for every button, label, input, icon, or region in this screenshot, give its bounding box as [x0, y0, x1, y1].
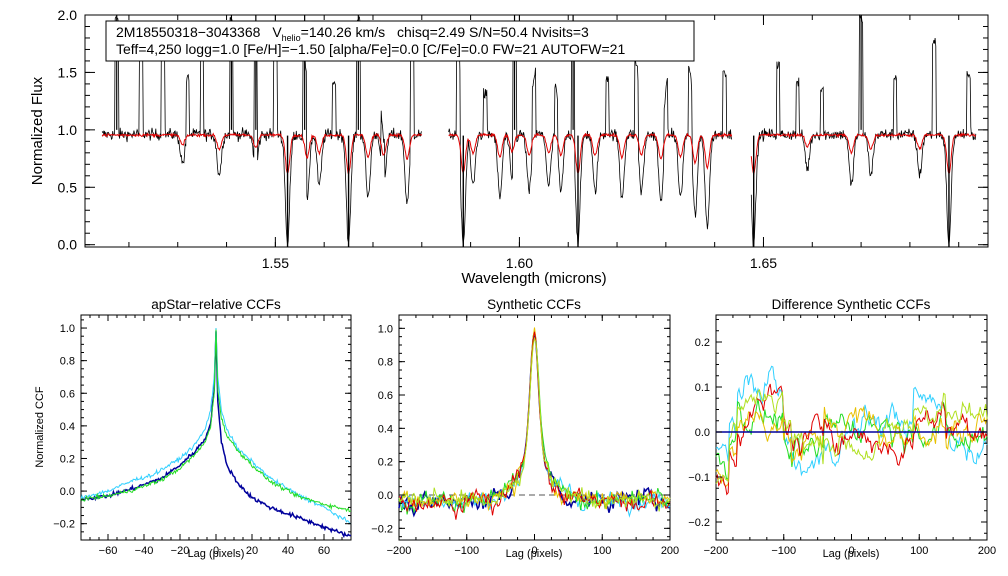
info-line-1: 2M18550318−3043368 Vhelio=140.26 km/s ch…: [116, 24, 589, 43]
synthetic-ytick-label: 0.0: [378, 490, 393, 502]
info-vhelio-subscript: helio: [282, 33, 301, 43]
apstar-ccf-visit-2: [80, 327, 352, 525]
spectrum-ytick-label: 1.5: [58, 64, 78, 80]
difference-ytick-label: −0.1: [688, 472, 710, 484]
difference-xtick-label: 200: [978, 545, 996, 557]
spectrum-ytick-label: 0.0: [58, 237, 78, 253]
info-vhelio-symbol: V: [272, 24, 282, 40]
difference-ytick-label: −0.2: [688, 517, 710, 529]
synthetic-ytick-label: −0.2: [371, 523, 393, 535]
apstar-xtick-label: 0: [213, 545, 219, 557]
synthetic-xtick-label: 200: [661, 545, 679, 557]
synthetic-ytick-label: 0.8: [378, 357, 393, 369]
apstar-xtick-label: −60: [99, 545, 118, 557]
spectrum-xlabel: Wavelength (microns): [461, 270, 606, 287]
synthetic-ccf-xlabel: Lag (pixels): [506, 548, 563, 560]
spectrum-ytick-label: 2.0: [58, 7, 78, 23]
spectrum-series-group: [101, 13, 977, 248]
apstar-ytick-label: 0.4: [60, 421, 75, 433]
synthetic-ccf-panel: Synthetic CCFs −200 −100 0 100 200 −0.2 0.0 0.2…: [371, 297, 679, 560]
synthetic-ccf-title: Synthetic CCFs: [487, 297, 581, 312]
apstar-ccf-xlabel: Lag (pixels): [188, 548, 245, 560]
spectrum-panel: 1.55 1.60 1.65 0.0 0.5 1.0 1.5 2.0 Normalized F…: [29, 7, 989, 287]
difference-xtick-label: 0: [848, 545, 854, 557]
difference-xtick-label: 100: [910, 545, 928, 557]
spectrum-ytick-label: 0.5: [58, 179, 78, 195]
apstar-xtick-label: 60: [318, 545, 330, 557]
apstar-xtick-label: 40: [282, 545, 294, 557]
apstar-ytick-label: −0.2: [53, 519, 75, 531]
info-line-2: Teff=4,250 logg=1.0 [Fe/H]=−1.50 [alpha/…: [116, 41, 625, 57]
apstar-ccf-visit-3: [80, 329, 352, 513]
difference-ccf-series-3: [715, 405, 988, 488]
spectrum-observed-chip-1: [101, 16, 423, 245]
spectrum-model-chip-1: [101, 132, 423, 175]
synthetic-ytick-label: 0.6: [378, 390, 393, 402]
synthetic-xtick-label: −100: [454, 545, 479, 557]
apstar-ytick-label: 0.6: [60, 388, 75, 400]
info-line-1-rest: chisq=2.49 S/N=50.4 Nvisits=3: [397, 24, 589, 40]
apstar-ytick-label: 0.2: [60, 453, 75, 465]
spectrum-ytick-label: 1.0: [58, 122, 78, 138]
apstar-xtick-label: −40: [135, 545, 154, 557]
difference-xtick-label: −100: [771, 545, 796, 557]
apstar-ccf-ylabel: Normalized CCF: [34, 386, 46, 468]
spectrum-ylabel: Normalized Flux: [29, 76, 46, 185]
synthetic-xtick-label: 0: [531, 545, 537, 557]
difference-ytick-label: 0.0: [695, 427, 710, 439]
spectrum-xtick-label: 1.60: [506, 255, 533, 271]
info-vhelio-value: =140.26 km/s: [301, 24, 385, 40]
spectrum-xtick-label: 1.55: [262, 255, 289, 271]
synthetic-xtick-label: 100: [593, 545, 611, 557]
synthetic-ccf-series-6: [398, 336, 671, 512]
apstar-ytick-label: 1.0: [60, 323, 75, 335]
synthetic-ytick-label: 0.4: [378, 423, 393, 435]
difference-ccf-xlabel: Lag (pixels): [823, 548, 880, 560]
difference-ccf-series-group: [715, 365, 988, 496]
apstar-ytick-label: 0.0: [60, 486, 75, 498]
info-box: 2M18550318−3043368 Vhelio=140.26 km/s ch…: [105, 20, 695, 62]
difference-ccf-title: Difference Synthetic CCFs: [772, 297, 931, 312]
apstar-xtick-label: −20: [171, 545, 190, 557]
difference-ccf-series-5: [715, 388, 988, 484]
spectrum-model-chip-2: [448, 132, 733, 175]
difference-ccf-panel: Difference Synthetic CCFs −200 −100 0 100 20…: [688, 297, 996, 560]
apstar-ccf-panel: apStar−relative CCFs −60 −40 −20 0 20 40 60 −0.…: [34, 297, 352, 560]
synthetic-ytick-label: 0.2: [378, 457, 393, 469]
difference-xtick-label: −200: [704, 545, 729, 557]
synthetic-ytick-label: 1.0: [378, 323, 393, 335]
difference-ytick-label: 0.2: [695, 337, 710, 349]
spectrum-observed-chip-2: [448, 20, 733, 248]
apstar-ccf-series-group: [80, 327, 352, 539]
spectrum-model-chip-3: [750, 132, 977, 175]
apstar-ytick-label: 0.8: [60, 356, 75, 368]
synthetic-xtick-label: −200: [387, 545, 412, 557]
spectrum-xtick-label: 1.65: [750, 255, 777, 271]
info-star-id: 2M18550318−3043368: [116, 24, 261, 40]
apstar-xtick-label: 20: [246, 545, 258, 557]
synthetic-ccf-series-group: [398, 327, 671, 520]
apstar-ccf-title: apStar−relative CCFs: [151, 297, 281, 312]
difference-ytick-label: 0.1: [695, 382, 710, 394]
